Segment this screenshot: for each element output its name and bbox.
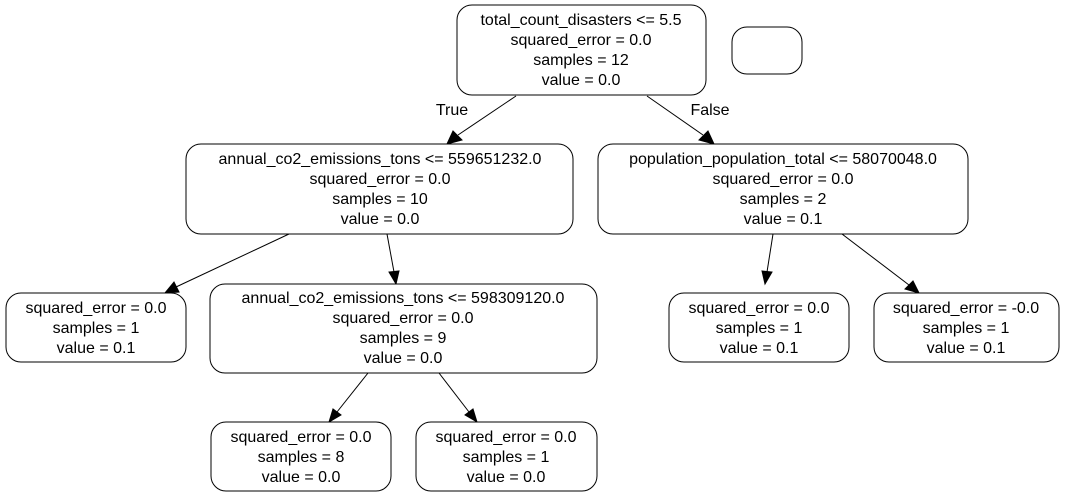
node-samples: samples = 1 bbox=[463, 449, 550, 466]
tree-node-n4: annual_co2_emissions_tons <= 598309120.0… bbox=[209, 283, 598, 374]
node-samples: samples = 1 bbox=[716, 320, 803, 337]
tree-node-n5: squared_error = 0.0 samples = 8 value = … bbox=[210, 421, 392, 492]
node-squared-error: squared_error = 0.0 bbox=[333, 310, 474, 327]
node-value: value = 0.0 bbox=[262, 469, 341, 486]
node-value: value = 0.1 bbox=[744, 211, 823, 228]
node-squared-error: squared_error = 0.0 bbox=[436, 429, 577, 446]
edge-root-to-n1 bbox=[446, 95, 517, 145]
node-value: value = 0.1 bbox=[720, 340, 799, 357]
node-squared-error: squared_error = 0.0 bbox=[511, 32, 652, 49]
node-samples: samples = 2 bbox=[740, 191, 827, 208]
node-value: value = 0.0 bbox=[364, 350, 443, 367]
legend-empty-box bbox=[731, 26, 803, 75]
node-value: value = 0.0 bbox=[542, 72, 621, 89]
node-squared-error: squared_error = 0.0 bbox=[713, 171, 854, 188]
edge-root-to-n2 bbox=[646, 95, 715, 145]
tree-node-n7: squared_error = 0.0 samples = 1 value = … bbox=[668, 292, 850, 363]
node-samples: samples = 9 bbox=[360, 330, 447, 347]
node-split-label: population_population_total <= 58070048.… bbox=[629, 151, 937, 168]
node-samples: samples = 8 bbox=[258, 449, 345, 466]
node-squared-error: squared_error = 0.0 bbox=[26, 300, 167, 317]
node-samples: samples = 1 bbox=[53, 320, 140, 337]
node-samples: samples = 1 bbox=[923, 320, 1010, 337]
node-squared-error: squared_error = 0.0 bbox=[689, 300, 830, 317]
tree-node-n1: annual_co2_emissions_tons <= 559651232.0… bbox=[185, 143, 574, 235]
edge-n4-to-n5 bbox=[328, 372, 369, 424]
node-split-label: annual_co2_emissions_tons <= 559651232.0 bbox=[219, 151, 542, 168]
node-samples: samples = 10 bbox=[332, 191, 428, 208]
node-value: value = 0.1 bbox=[57, 340, 136, 357]
node-split-label: annual_co2_emissions_tons <= 598309120.0 bbox=[242, 290, 565, 307]
edge-n2-to-n7 bbox=[761, 233, 774, 286]
edge-label-false: False bbox=[690, 102, 729, 119]
node-split-label: total_count_disasters <= 5.5 bbox=[480, 12, 681, 29]
node-samples: samples = 12 bbox=[533, 52, 629, 69]
edge-n2-to-n8 bbox=[841, 233, 920, 294]
tree-node-n6: squared_error = 0.0 samples = 1 value = … bbox=[415, 421, 598, 492]
node-value: value = 0.0 bbox=[341, 211, 420, 228]
edge-n4-to-n6 bbox=[438, 372, 478, 424]
tree-node-root: total_count_disasters <= 5.5 squared_err… bbox=[456, 4, 707, 96]
node-squared-error: squared_error = 0.0 bbox=[231, 429, 372, 446]
node-squared-error: squared_error = 0.0 bbox=[310, 171, 451, 188]
node-value: value = 0.0 bbox=[467, 469, 546, 486]
tree-node-n3: squared_error = 0.0 samples = 1 value = … bbox=[5, 292, 187, 363]
edge-n1-to-n4 bbox=[386, 233, 400, 286]
node-value: value = 0.1 bbox=[927, 340, 1006, 357]
tree-node-n8: squared_error = -0.0 samples = 1 value =… bbox=[873, 292, 1060, 363]
node-squared-error: squared_error = -0.0 bbox=[893, 300, 1039, 317]
edge-n1-to-n3 bbox=[163, 233, 290, 294]
edge-label-true: True bbox=[436, 102, 468, 119]
tree-node-n2: population_population_total <= 58070048.… bbox=[597, 143, 969, 235]
